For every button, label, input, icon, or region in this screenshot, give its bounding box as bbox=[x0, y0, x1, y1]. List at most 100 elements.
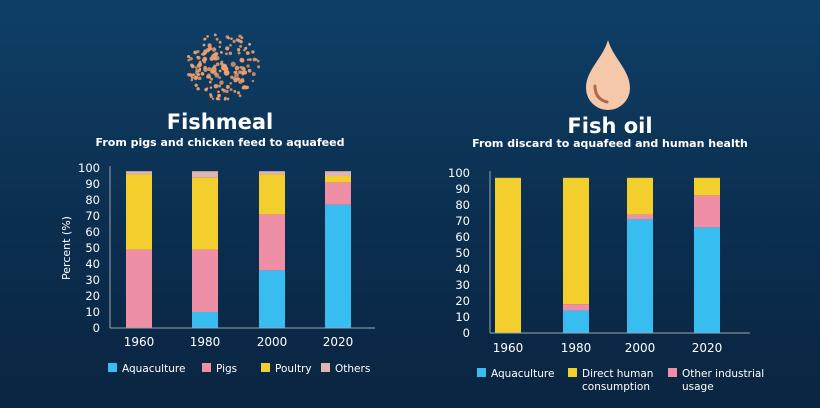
fishmeal-dot bbox=[229, 43, 232, 47]
fishmeal-dot bbox=[229, 88, 233, 92]
legend-swatch bbox=[668, 368, 677, 377]
fishmeal-dot bbox=[223, 97, 227, 101]
bar-segment bbox=[563, 304, 589, 311]
fishmeal-dot bbox=[203, 67, 208, 73]
x-tick-label: 1960 bbox=[493, 341, 524, 355]
fishmeal-dot bbox=[223, 66, 229, 72]
fishmeal-dot bbox=[237, 51, 241, 55]
fishmeal-dot bbox=[229, 82, 232, 85]
fishmeal-dot bbox=[196, 87, 200, 91]
fishmeal-dot bbox=[202, 56, 208, 62]
y-tick-label: 10 bbox=[85, 305, 100, 319]
bar-segment bbox=[325, 176, 351, 183]
fishmeal-dot bbox=[256, 59, 260, 63]
legend-label: Poultry bbox=[275, 363, 312, 375]
fishmeal-dot bbox=[222, 88, 225, 92]
fishmeal-dot bbox=[247, 68, 252, 73]
fishmeal-dot bbox=[257, 65, 261, 69]
fishmeal-dot bbox=[251, 79, 255, 83]
oil-drop-icon bbox=[586, 40, 630, 110]
fishmeal-dot bbox=[194, 66, 198, 69]
fishmeal-dot bbox=[193, 76, 198, 81]
x-tick-label: 2000 bbox=[625, 341, 656, 355]
x-tick-label: 2000 bbox=[257, 335, 288, 349]
fishmeal-dot bbox=[190, 63, 194, 67]
bar-segment bbox=[126, 249, 152, 328]
fishmeal-dot bbox=[213, 83, 219, 89]
fishmeal-dot bbox=[241, 67, 246, 72]
fishmeal-dot bbox=[207, 43, 212, 48]
fishmeal-dot bbox=[217, 84, 222, 88]
y-axis-label: Percent (%) bbox=[60, 216, 73, 280]
x-tick-label: 2020 bbox=[692, 341, 723, 355]
fishmeal-dot bbox=[203, 37, 206, 41]
legend-label: Aquaculture bbox=[491, 368, 554, 380]
y-tick-label: 10 bbox=[455, 310, 470, 324]
fishmeal-dot bbox=[215, 62, 220, 67]
y-tick-label: 60 bbox=[85, 225, 100, 239]
x-tick-label: 1980 bbox=[190, 335, 221, 349]
fishmeal-dot bbox=[239, 57, 245, 63]
bar-segment bbox=[627, 219, 653, 333]
fishmeal-dot bbox=[211, 97, 215, 101]
fishmeal-dot bbox=[220, 62, 224, 67]
fishmeal-chart: 0 10 20 30 40 50 60 70 80 90 100 Percent (%) 1960 198… bbox=[60, 166, 375, 375]
fishmeal-dot bbox=[193, 50, 198, 55]
y-tick-label: 30 bbox=[455, 278, 470, 292]
fishmeal-dot bbox=[225, 84, 230, 89]
legend-label: Direct human bbox=[582, 368, 653, 380]
fishmeal-dot bbox=[232, 39, 236, 44]
fishmeal-dot bbox=[211, 53, 217, 59]
y-tick-label: 50 bbox=[455, 246, 470, 260]
fishmeal-dot bbox=[195, 68, 199, 73]
bar-segment bbox=[192, 312, 218, 328]
y-tick-label: 0 bbox=[93, 321, 100, 335]
fishmeal-dot bbox=[218, 40, 222, 44]
bar-segment bbox=[563, 177, 589, 305]
fishmeal-dot bbox=[238, 70, 242, 74]
legend-swatch bbox=[321, 363, 330, 372]
fishmeal-subtitle: From pigs and chicken feed to aquafeed bbox=[95, 136, 345, 149]
fishmeal-dot bbox=[196, 55, 201, 60]
fishmeal-dot bbox=[215, 37, 219, 41]
fishmeal-dot bbox=[220, 60, 224, 64]
fishmeal-dot bbox=[225, 46, 230, 51]
bar-segment bbox=[694, 227, 720, 333]
legend-label: Pigs bbox=[216, 363, 237, 375]
y-tick-label: 70 bbox=[455, 214, 470, 228]
fishmeal-dot bbox=[209, 93, 213, 97]
fishmeal-dot bbox=[240, 36, 244, 40]
fishmeal-dot bbox=[246, 64, 250, 68]
fishmeal-dot bbox=[196, 73, 200, 77]
fishmeal-dot bbox=[205, 47, 211, 53]
fishmeal-dot bbox=[241, 86, 246, 90]
fishmeal-dot bbox=[187, 54, 191, 59]
fishoil-subtitle: From discard to aquafeed and human healt… bbox=[472, 137, 748, 150]
fishmeal-dot bbox=[224, 52, 228, 56]
fishmeal-dot bbox=[194, 83, 198, 87]
fishmeal-dot bbox=[244, 46, 248, 50]
fishmeal-dot bbox=[213, 33, 217, 37]
legend-swatch bbox=[568, 368, 577, 377]
fishmeal-dot bbox=[254, 58, 258, 61]
fishmeal-dot bbox=[211, 47, 217, 52]
y-tick-label: 0 bbox=[463, 326, 470, 340]
fishmeal-dot bbox=[238, 94, 242, 98]
legend-swatch bbox=[261, 363, 270, 372]
fishmeal-dot bbox=[219, 50, 223, 54]
fishmeal-dot bbox=[236, 91, 241, 95]
fishoil-title: Fish oil bbox=[567, 114, 653, 138]
legend-swatch bbox=[202, 363, 211, 372]
fishmeal-dot bbox=[215, 97, 220, 101]
fishmeal-dot bbox=[251, 50, 255, 54]
bar-segment bbox=[259, 171, 285, 175]
fishmeal-dot bbox=[234, 65, 240, 71]
fishmeal-dot bbox=[234, 72, 239, 78]
fishmeal-dot bbox=[197, 76, 202, 81]
fishmeal-dot bbox=[202, 43, 206, 47]
fishmeal-dot bbox=[218, 69, 222, 73]
y-tick-label: 100 bbox=[448, 166, 470, 180]
x-tick-label: 1980 bbox=[561, 341, 592, 355]
y-tick-label: 20 bbox=[85, 289, 100, 303]
legend-label: Others bbox=[335, 363, 370, 375]
